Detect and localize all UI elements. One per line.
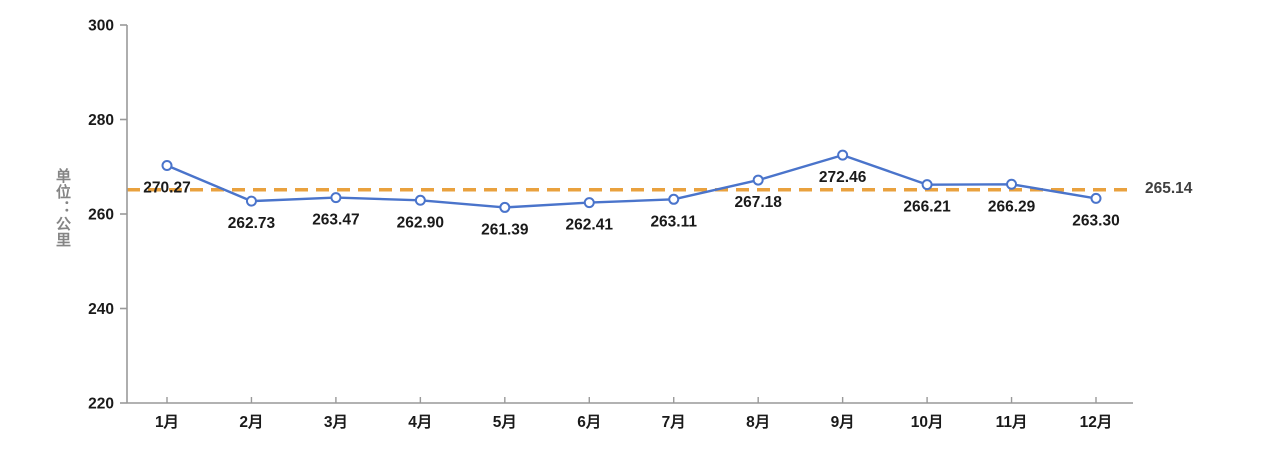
y-tick-label: 280 [88,112,114,129]
data-point-marker [499,201,511,213]
data-point-label: 267.18 [734,194,782,211]
data-point-label: 263.47 [312,212,359,229]
x-tick-label: 6月 [577,413,601,431]
y-axis-title: 单位：公里 [54,168,71,248]
x-tick-label: 5月 [493,413,517,431]
data-point-marker [161,159,173,171]
x-tick-label: 3月 [324,413,348,431]
data-point-label: 272.46 [819,169,867,186]
y-tick-label: 220 [88,396,114,413]
data-point-marker [1090,192,1102,204]
x-tick-label: 9月 [831,413,855,431]
x-tick-label: 12月 [1080,413,1113,431]
data-point-marker [752,174,764,186]
data-point-label: 266.29 [988,198,1036,215]
x-tick-label: 2月 [239,413,263,431]
x-tick-label: 11月 [996,413,1028,431]
data-point-label: 262.41 [566,217,614,234]
data-point-marker [330,192,342,204]
data-point-label: 263.11 [650,213,697,230]
data-point-marker [837,149,849,161]
x-tick-label: 8月 [746,413,770,431]
data-point-label: 266.21 [903,199,951,216]
data-point-label: 263.30 [1072,212,1119,229]
average-line-label: 265.14 [1145,179,1193,197]
x-tick-label: 4月 [408,413,432,431]
x-tick-label: 1月 [155,413,179,431]
data-point-label: 270.27 [143,179,190,196]
y-tick-label: 240 [88,301,114,318]
data-point-label: 261.39 [481,221,529,238]
x-tick-label: 10月 [911,413,944,431]
data-point-marker [583,197,595,209]
y-tick-label: 260 [88,207,114,224]
y-tick-label: 300 [88,18,114,35]
data-point-label: 262.73 [228,215,276,232]
data-point-marker [1006,178,1018,190]
series-line [165,153,1098,209]
data-point-marker [414,194,426,206]
x-tick-label: 7月 [662,413,686,431]
data-point-marker [921,179,933,191]
data-point-label: 262.90 [397,214,444,231]
data-point-marker [668,193,680,205]
data-point-marker [245,195,257,207]
